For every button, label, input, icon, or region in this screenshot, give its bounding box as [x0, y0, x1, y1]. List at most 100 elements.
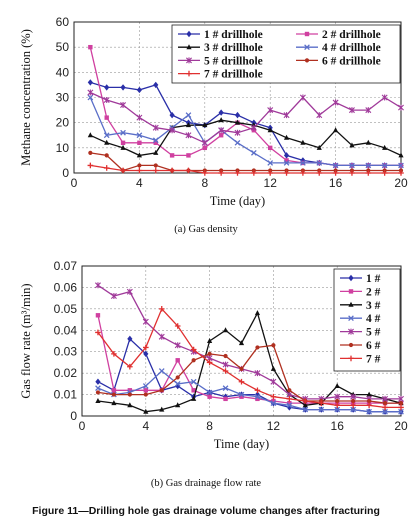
data-point	[316, 112, 323, 119]
data-point	[254, 370, 261, 377]
data-point	[267, 127, 273, 133]
data-point	[95, 378, 101, 385]
data-point	[283, 152, 290, 159]
data-point	[234, 119, 241, 125]
series-line	[90, 119, 402, 157]
data-point	[381, 170, 388, 176]
data-point	[283, 112, 290, 119]
y-tick-label: 0	[70, 409, 77, 423]
data-point	[143, 344, 149, 351]
data-point	[234, 111, 241, 119]
data-point	[120, 84, 126, 91]
data-point	[153, 81, 159, 89]
y-tick-label: 0.01	[54, 388, 78, 402]
data-point	[111, 392, 116, 397]
data-point	[191, 388, 196, 393]
data-point	[103, 97, 110, 104]
data-point	[268, 145, 273, 151]
data-point	[222, 385, 229, 392]
data-point	[381, 162, 388, 169]
data-point	[120, 102, 127, 109]
y-axis-title: Gas flow rate (m³/min)	[19, 283, 33, 398]
x-tick-label: 8	[206, 419, 213, 433]
data-point	[223, 396, 228, 402]
data-point	[286, 404, 292, 411]
data-point	[302, 406, 309, 413]
y-tick-label: 0.05	[54, 302, 78, 316]
data-point	[382, 395, 389, 402]
data-point	[222, 327, 229, 333]
data-point	[283, 160, 290, 166]
data-point	[238, 340, 245, 346]
data-point	[202, 145, 207, 151]
data-point	[234, 170, 241, 176]
legend-swatch-marker	[348, 355, 354, 362]
data-point	[103, 165, 110, 171]
data-point	[111, 388, 117, 393]
data-point	[143, 388, 148, 393]
data-point	[286, 402, 293, 409]
data-point	[104, 153, 109, 158]
data-point	[218, 127, 225, 134]
data-point	[158, 306, 165, 312]
x-tick-label: 16	[329, 176, 343, 190]
legend-label: 1 # drillhole	[204, 29, 263, 41]
data-point	[332, 99, 339, 106]
legend-swatch-marker	[304, 44, 310, 51]
data-point	[87, 94, 94, 101]
series-line	[97, 370, 401, 413]
data-point	[87, 162, 94, 169]
data-point	[271, 398, 276, 404]
series-line	[90, 91, 402, 144]
legend-label: 3 #	[366, 300, 381, 312]
y-tick-label: 0.07	[54, 259, 78, 273]
data-point	[302, 402, 308, 408]
data-point	[334, 383, 340, 388]
data-point	[174, 323, 181, 329]
data-point	[267, 160, 274, 166]
data-point	[334, 402, 340, 409]
data-point	[207, 338, 213, 343]
data-point	[350, 406, 357, 413]
legend-swatch-marker	[304, 58, 310, 63]
data-point	[300, 157, 306, 164]
data-point	[95, 329, 101, 336]
data-point	[267, 107, 274, 114]
data-point	[398, 401, 404, 406]
y-tick-label: 60	[56, 15, 70, 29]
data-point	[366, 408, 372, 415]
data-point	[270, 365, 276, 371]
data-point	[87, 79, 93, 86]
data-point	[136, 132, 143, 139]
x-axis-title: Time (day)	[214, 437, 269, 451]
legend-item: 7 #	[340, 353, 381, 365]
data-point	[136, 114, 143, 121]
data-point	[300, 139, 306, 145]
data-point	[334, 393, 341, 400]
data-point	[222, 361, 229, 368]
x-tick-label: 0	[79, 419, 86, 433]
legend-item: 1 # drillhole	[178, 29, 263, 41]
data-point	[191, 395, 197, 401]
legend-label: 3 # drillhole	[204, 42, 263, 54]
data-point	[185, 112, 192, 118]
data-point	[334, 406, 341, 413]
data-point	[382, 408, 388, 415]
legend-label: 7 #	[366, 353, 381, 365]
legend-item: 4 #	[340, 313, 381, 325]
legend-swatch-marker	[186, 44, 192, 50]
data-point	[350, 402, 356, 409]
y-tick-label: 0.03	[54, 345, 78, 359]
data-point	[152, 124, 159, 131]
data-point	[218, 170, 224, 176]
data-point	[255, 396, 260, 402]
y-tick-label: 20	[56, 116, 70, 130]
data-point	[218, 133, 224, 138]
data-point	[152, 167, 159, 174]
data-point	[120, 129, 126, 136]
data-point	[234, 139, 241, 146]
data-point	[127, 335, 133, 343]
series-4	[95, 368, 404, 415]
legend-label: 4 # drillhole	[322, 42, 381, 54]
data-point	[206, 359, 213, 366]
